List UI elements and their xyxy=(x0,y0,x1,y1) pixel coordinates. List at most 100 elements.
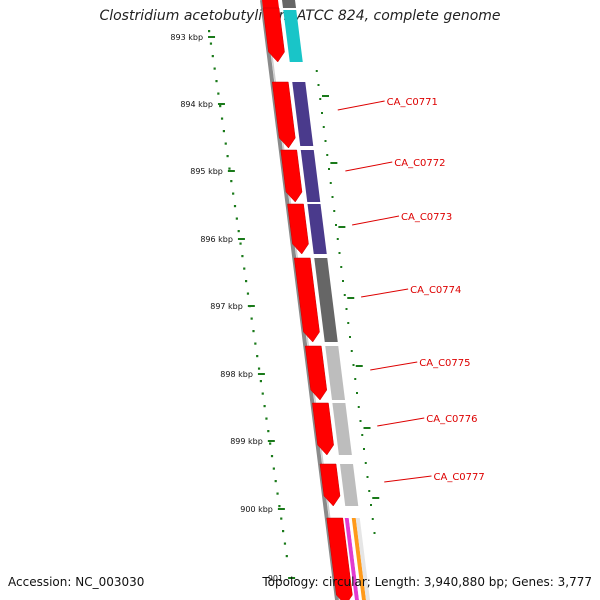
position-ticks: 893 kbp 894 kbp 895 kbp 896 kbp 897 kbp 898 k… xyxy=(170,33,296,583)
gc-dot xyxy=(245,280,248,283)
leader-line xyxy=(361,288,409,298)
gc-dot xyxy=(278,505,281,508)
skew-dot xyxy=(359,420,362,422)
skew-dot xyxy=(349,336,351,338)
cds-arrow-top xyxy=(262,7,285,63)
gene-block xyxy=(300,150,321,202)
gc-dot xyxy=(215,80,218,83)
feature-light xyxy=(355,518,370,600)
cds-arrow xyxy=(293,257,320,343)
skew-dot xyxy=(350,350,353,352)
skew-dot xyxy=(352,364,355,366)
skew-dot xyxy=(328,168,330,170)
gc-dot xyxy=(209,42,213,45)
leader-line xyxy=(345,161,393,172)
gene-block xyxy=(332,403,352,455)
gc-dot xyxy=(224,142,227,145)
gc-dot xyxy=(270,455,274,458)
gc-dot xyxy=(230,180,233,183)
gc-dot xyxy=(263,405,266,408)
feature-gap xyxy=(348,518,362,600)
gc-dot xyxy=(257,367,261,370)
gene-top-stub xyxy=(282,0,296,8)
skew-dot xyxy=(322,126,325,128)
gene-label: CA_C0775 xyxy=(419,358,470,369)
accession-text: Accession: NC_003030 xyxy=(8,575,145,589)
feature-track xyxy=(262,0,380,600)
gene-label: CA_C0777 xyxy=(434,472,485,483)
gc-dot xyxy=(280,517,283,520)
gc-dot xyxy=(220,117,224,120)
skew-dot xyxy=(364,462,367,464)
tick-label: 899 kbp xyxy=(230,437,263,446)
tick-label: 897 kbp xyxy=(210,302,243,311)
gc-dot xyxy=(243,267,246,270)
skew-dot xyxy=(363,448,365,450)
gc-dot xyxy=(239,242,242,245)
gc-dot xyxy=(235,217,238,220)
cds-arrow xyxy=(319,463,341,507)
gene-label: CA_C0771 xyxy=(387,97,438,108)
skew-dot xyxy=(347,322,350,324)
feature-orange xyxy=(351,518,366,600)
genome-info-text: Topology: circular; Length: 3,940,880 bp… xyxy=(262,575,592,589)
gc-dot xyxy=(226,155,229,158)
skew-dot xyxy=(331,196,334,198)
gc-dot xyxy=(261,392,264,395)
gc-dot xyxy=(285,555,288,558)
gc-dot xyxy=(232,192,235,195)
gene-block xyxy=(325,346,345,400)
gene-block-teal xyxy=(283,10,303,62)
gc-dot xyxy=(213,67,216,70)
cds-arrow-bottom xyxy=(326,517,353,600)
gene-label: CA_C0773 xyxy=(401,212,452,223)
cds-arrow xyxy=(312,402,334,456)
gc-dot xyxy=(256,355,259,358)
gene-label: CA_C0774 xyxy=(410,285,461,296)
skew-dot xyxy=(317,84,320,86)
cds-top-stub xyxy=(262,0,279,8)
skew-dot xyxy=(356,392,358,394)
cds-arrow xyxy=(271,81,296,149)
gene-block xyxy=(292,82,314,146)
gene-label: CA_C0772 xyxy=(394,158,445,169)
gene-labels: CA_C0771 CA_C0772 CA_C0773 CA_C0774 CA_C0775… xyxy=(337,97,485,483)
skew-dot xyxy=(357,406,360,408)
tick-label: 894 kbp xyxy=(180,100,213,109)
gc-dot xyxy=(276,492,279,495)
tick-label: 893 kbp xyxy=(170,33,203,42)
gene-block xyxy=(340,464,359,506)
skew-dot xyxy=(366,476,369,478)
skew-dot xyxy=(321,112,323,114)
skew-dot xyxy=(335,224,337,226)
skew-dot xyxy=(319,98,322,100)
gc-dot xyxy=(217,92,220,95)
gc-dot xyxy=(269,442,272,445)
gc-dot xyxy=(237,230,240,233)
gc-dot xyxy=(254,342,257,345)
gene-block xyxy=(307,204,327,254)
leader-line xyxy=(370,361,418,371)
gc-dot xyxy=(208,30,211,33)
leader-line xyxy=(384,475,432,483)
skew-dot xyxy=(336,238,339,240)
skew-dot xyxy=(354,378,357,380)
skew-dot xyxy=(324,140,327,142)
skew-dot xyxy=(326,154,329,156)
gc-dot xyxy=(222,130,225,133)
gc-dot xyxy=(272,467,275,470)
gc-dot xyxy=(233,205,237,208)
gc-dot xyxy=(282,530,285,533)
feature-magenta xyxy=(344,518,359,600)
tick-label: 898 kbp xyxy=(220,370,253,379)
cds-arrow xyxy=(287,203,309,255)
gc-dot xyxy=(241,255,244,258)
gc-dot xyxy=(267,430,270,433)
tick-label: 895 kbp xyxy=(190,167,223,176)
cds-arrow xyxy=(304,345,328,401)
gc-dot xyxy=(228,167,231,170)
leader-line xyxy=(352,215,400,226)
skew-dot xyxy=(343,294,346,296)
tick-label: 900 kbp xyxy=(240,505,273,514)
skew-dot xyxy=(345,308,348,310)
